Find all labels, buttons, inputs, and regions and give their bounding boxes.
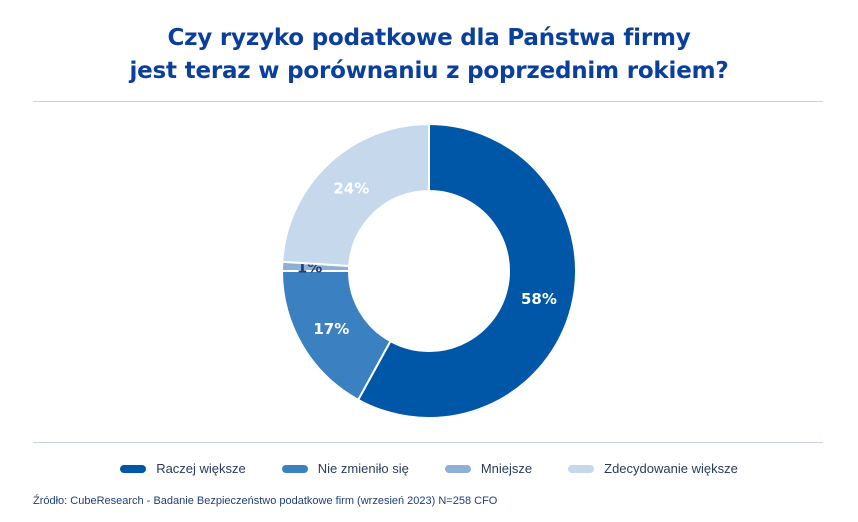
- legend-swatch-raczej-wieksze: [120, 464, 147, 473]
- legend-swatch-mniejsze: [444, 464, 471, 473]
- legend-item-nie-zmienilo-sie: Nie zmieniło się: [281, 461, 409, 476]
- legend-swatch-zdecydowanie-wieksze: [568, 464, 595, 473]
- slice-zdecydowanie-wieksze: [281, 122, 430, 268]
- legend: Raczej większe Nie zmieniło się Mniejsze…: [0, 461, 858, 476]
- slice-label-raczej-wieksze: 58%: [521, 290, 557, 308]
- legend-item-zdecydowanie-wieksze: Zdecydowanie większe: [568, 461, 738, 476]
- legend-label-zdecydowanie-wieksze: Zdecydowanie większe: [604, 461, 738, 476]
- slice-raczej-wieksze: [356, 122, 577, 419]
- top-divider: [33, 101, 823, 102]
- bottom-divider: [33, 442, 823, 443]
- chart-title: Czy ryzyko podatkowe dla Państwa firmy j…: [0, 22, 858, 88]
- chart-title-line-1: Czy ryzyko podatkowe dla Państwa firmy: [167, 25, 691, 51]
- legend-label-mniejsze: Mniejsze: [480, 461, 533, 476]
- slice-label-nie-zmienilo-sie: 17%: [313, 320, 349, 338]
- legend-label-raczej-wieksze: Raczej większe: [156, 461, 246, 476]
- slice-label-zdecydowanie-wieksze: 24%: [333, 179, 369, 197]
- source-note: Źródło: CubeResearch - Badanie Bezpiecze…: [33, 495, 498, 507]
- legend-swatch-nie-zmienilo-sie: [281, 464, 308, 473]
- legend-item-raczej-wieksze: Raczej większe: [120, 461, 246, 476]
- chart-title-line-2: jest teraz w porównaniu z poprzednim rok…: [129, 58, 729, 84]
- legend-label-nie-zmienilo-sie: Nie zmieniło się: [317, 461, 409, 476]
- legend-item-mniejsze: Mniejsze: [444, 461, 533, 476]
